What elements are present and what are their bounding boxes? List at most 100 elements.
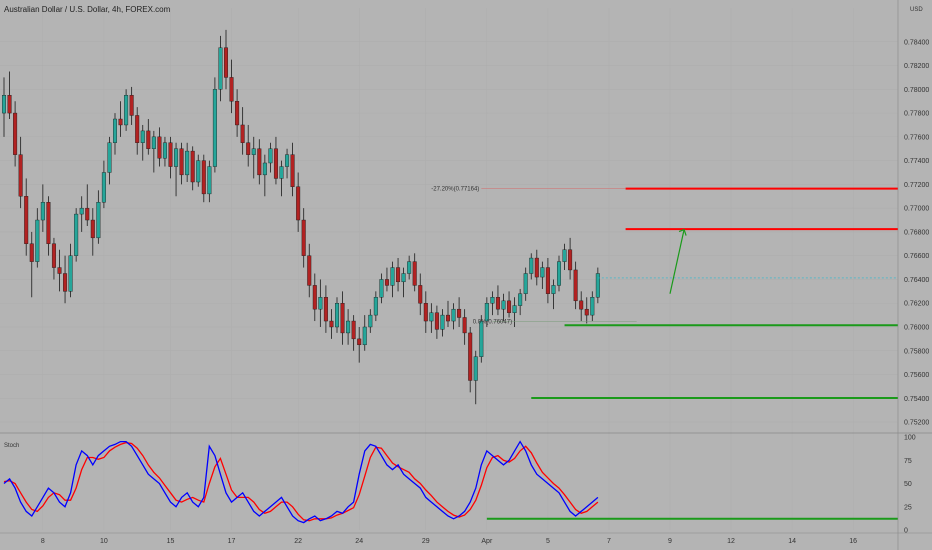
candle-body [290,154,295,187]
candle-body [157,136,162,159]
candle-body [18,154,23,197]
candle-body [35,219,40,262]
candle-body [529,257,534,274]
price-tick-label: 0.75800 [904,348,929,355]
candle-body [29,243,34,262]
candle-body [557,261,562,286]
price-grid [0,8,898,530]
candle-body [107,142,112,173]
candle-body [357,338,362,346]
time-tick-label: 9 [668,538,672,545]
price-tick-label: 0.76600 [904,253,929,260]
candle-body [579,300,584,310]
chart-title: Australian Dollar / U.S. Dollar, 4h, FOR… [4,5,171,14]
time-tick-label: 22 [294,538,302,545]
candle-body [451,308,456,322]
time-tick-label: 14 [788,538,796,545]
candle-body [418,285,423,304]
stoch-d-line [3,441,599,522]
candle-body [179,148,184,176]
candle-body [307,255,312,286]
candlestick-series [2,29,600,405]
candle-body [79,207,84,215]
candle-body [407,261,412,274]
candle-body [423,303,428,322]
candle-body [446,314,451,322]
candle-body [101,172,106,203]
time-tick-label: 24 [355,538,363,545]
candle-body [390,267,395,286]
candle-body [196,160,201,183]
candle-body [240,124,245,143]
candle-body [118,118,123,126]
price-tick-label: 0.77200 [904,182,929,189]
candle-body [74,213,79,256]
candle-body [379,279,384,298]
candle-body [584,308,589,316]
candle-body [312,285,317,310]
candle-body [7,95,12,114]
stoch-tick-label: 0 [904,528,908,535]
candle-body [396,267,401,283]
candle-body [235,100,240,126]
arrow-head [678,228,687,236]
candle-body [401,273,406,283]
candle-body [124,95,129,126]
price-tick-label: 0.77800 [904,111,929,118]
price-tick-label: 0.76800 [904,229,929,236]
price-tick-label: 0.75200 [904,420,929,427]
candle-body [57,267,62,274]
candle-body [2,95,6,114]
candle-body [440,314,445,330]
candle-body [63,273,68,292]
candle-body [207,166,212,195]
candle-body [85,207,90,221]
candle-body [262,162,267,176]
price-tick-label: 0.75600 [904,372,929,379]
candle-body [468,332,473,381]
price-axis-panel [898,0,932,550]
price-tick-label: 0.76400 [904,277,929,284]
candle-body [13,112,18,155]
candle-body [523,273,528,294]
time-tick-label: Apr [481,538,493,545]
candle-body [201,160,206,195]
candle-body [473,356,478,381]
candle-body [540,267,545,278]
candle-body [351,320,356,340]
candle-body [518,293,523,306]
candle-body [151,136,156,149]
candle-body [46,202,51,244]
candle-body [479,320,484,357]
candle-body [112,118,117,143]
candle-body [335,303,340,328]
candle-body [568,249,573,271]
candle-body [462,317,467,334]
candle-body [190,150,195,183]
candle-body [501,300,506,310]
time-tick-label: 15 [167,538,175,545]
candle-body [562,249,567,262]
time-tick-label: 10 [100,538,108,545]
candle-body [429,312,434,322]
candle-body [384,279,389,286]
candle-body [212,89,217,167]
candle-body [512,305,517,313]
candle-body [279,166,284,179]
candle-body [268,148,273,164]
fib-annotation: 0.0%(0.76047) [473,319,512,325]
fib-annotation: -27.20%(0.77164) [431,187,479,193]
candle-body [323,297,328,322]
price-tick-label: 0.75400 [904,396,929,403]
candle-body [185,150,190,176]
candle-body [223,47,228,78]
price-tick-label: 0.78400 [904,39,929,46]
candle-body [140,130,145,143]
candle-body [595,273,600,298]
candle-body [434,312,439,330]
candle-body [257,148,262,176]
candle-body [340,303,345,334]
price-tick-label: 0.77000 [904,206,929,213]
